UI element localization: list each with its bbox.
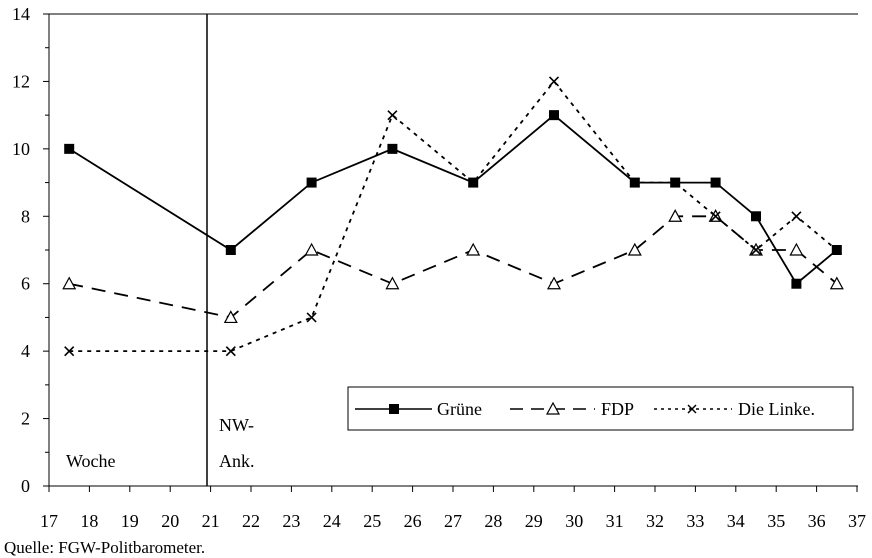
x-tick-label: 36: [808, 511, 826, 531]
legend-marker-linke: [687, 404, 697, 414]
x-tick-label: 33: [686, 511, 704, 531]
x-tick-label: 30: [565, 511, 583, 531]
point-fdp: [829, 276, 844, 290]
point-linke: [387, 110, 398, 121]
y-tick-label: 8: [21, 206, 30, 226]
x-tick-label: 25: [363, 511, 381, 531]
point-gruene: [791, 278, 802, 289]
legend-label-fdp: FDP: [601, 399, 634, 419]
series-line-linke: [69, 79, 838, 353]
point-linke: [750, 244, 762, 256]
point-linke: [710, 211, 721, 222]
x-tick-label: 21: [202, 511, 220, 531]
point-fdp: [668, 209, 683, 222]
x-tick-label: 19: [121, 511, 139, 531]
point-fdp: [546, 276, 562, 290]
source-note: Quelle: FGW-Politbarometer.: [4, 538, 205, 557]
event-label-line2: Ank.: [219, 451, 255, 471]
point-gruene: [751, 211, 761, 222]
x-tick-label: 20: [161, 511, 179, 531]
x-tick-label: 34: [727, 511, 745, 531]
point-fdp: [385, 276, 400, 290]
x-tick-label: 29: [525, 511, 543, 531]
series-gruene: [64, 110, 842, 289]
point-fdp: [304, 242, 319, 256]
point-linke: [225, 346, 236, 357]
y-tick-label: 0: [21, 476, 30, 496]
x-tick-label: 22: [242, 511, 260, 531]
x-ticks: 17 18 19 20 21 22 23 24 25 26 27 28 29 30 31 32 33 34 35 36…: [40, 486, 866, 531]
x-tick-label: 27: [444, 511, 462, 531]
point-fdp: [223, 310, 238, 324]
point-fdp: [627, 242, 642, 256]
legend-label-linke: Die Linke.: [738, 399, 815, 419]
x-tick-label: 23: [282, 511, 300, 531]
series-line-fdp: [69, 215, 838, 319]
x-tick-label: 31: [606, 511, 624, 531]
y-tick-label: 4: [21, 341, 30, 361]
point-fdp: [466, 242, 481, 256]
point-linke: [548, 76, 560, 87]
point-fdp: [62, 276, 77, 290]
point-gruene: [629, 177, 640, 188]
week-label: Woche: [66, 451, 116, 471]
series-group: [62, 76, 844, 357]
legend-box: [347, 386, 854, 431]
point-gruene: [468, 177, 479, 188]
y-tick-label: 12: [12, 71, 30, 91]
point-gruene: [831, 245, 842, 255]
y-tick-label: 10: [12, 139, 30, 159]
x-tick-label: 28: [484, 511, 502, 531]
legend: Grüne FDP Die Linke.: [347, 386, 854, 431]
x-tick-label: 18: [80, 511, 98, 531]
y-tick-label: 6: [21, 274, 30, 294]
point-linke: [791, 211, 802, 222]
series-fdp: [62, 209, 844, 324]
series-line-gruene: [68, 113, 838, 286]
point-gruene: [670, 177, 681, 188]
event-label-line1: NW-: [219, 415, 254, 435]
point-gruene: [710, 177, 721, 188]
point-gruene: [549, 110, 559, 121]
x-tick-label: 17: [40, 511, 58, 531]
point-gruene: [64, 143, 75, 154]
y-tick-label: 14: [12, 4, 30, 24]
legend-marker-gruene: [389, 404, 399, 414]
x-tick-label: 37: [848, 511, 866, 531]
point-gruene: [225, 245, 236, 255]
x-tick-label: 24: [323, 511, 341, 531]
point-linke: [306, 312, 317, 323]
point-fdp: [789, 242, 804, 256]
point-linke: [64, 346, 75, 357]
legend-marker-fdp: [545, 401, 561, 415]
x-tick-label: 26: [404, 511, 422, 531]
x-tick-label: 35: [767, 511, 785, 531]
x-tick-label: 32: [646, 511, 664, 531]
legend-label-gruene: Grüne: [437, 399, 482, 419]
y-ticks: 0 2 4 6 8 10 12 14: [12, 4, 49, 496]
point-gruene: [387, 143, 398, 154]
point-gruene: [306, 177, 317, 188]
y-tick-label: 2: [21, 409, 30, 429]
series-linke: [64, 76, 842, 357]
